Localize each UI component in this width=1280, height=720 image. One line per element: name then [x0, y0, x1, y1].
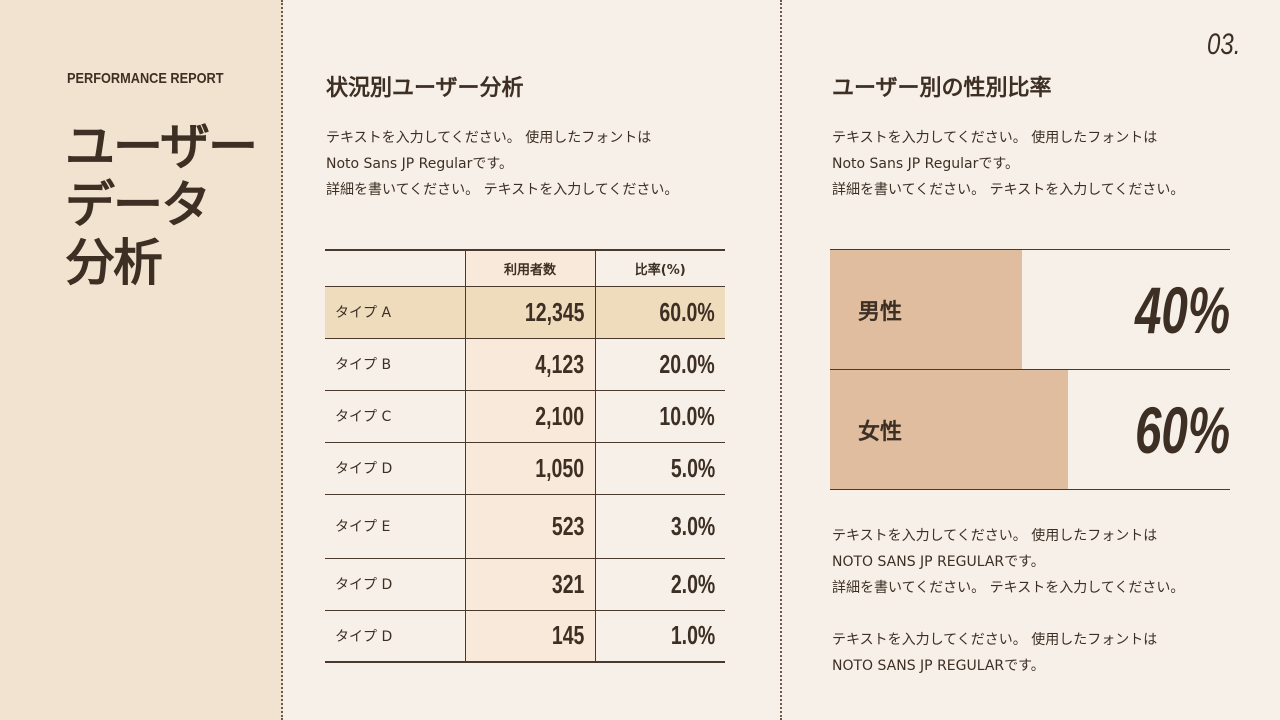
users-value: 145 [551, 620, 585, 651]
users-value: 2,100 [535, 400, 585, 431]
users-value: 1,050 [535, 452, 585, 483]
gender-row-female: 女性 60% [830, 370, 1230, 490]
ratio-cell: 2.0% [595, 558, 725, 611]
divider [780, 0, 782, 720]
users-cell: 145 [464, 610, 596, 663]
table-row: タイプ A 12,345 60.0% [325, 286, 725, 339]
bottom-text-2: テキストを入力してください。 使用したフォントは NOTO SANS JP RE… [832, 627, 1157, 679]
table-row: タイプ D 145 1.0% [325, 610, 725, 663]
users-value: 4,123 [535, 348, 585, 379]
header-cell: 比率(%) [595, 250, 725, 287]
text-line: NOTO SANS JP REGULARです。 [832, 554, 1045, 570]
ratio-value: 20.0% [659, 348, 715, 379]
type-cell: タイプ D [325, 442, 465, 495]
gender-label: 女性 [858, 420, 903, 445]
user-table: 利用者数 比率(%) タイプ A 12,345 60.0% タイプ B 4,123 20.… [325, 249, 725, 663]
ratio-value: 1.0% [670, 620, 715, 651]
table-row: タイプ B 4,123 20.0% [325, 338, 725, 391]
ratio-cell: 60.0% [595, 286, 725, 339]
section-heading: ユーザー別の性別比率 [832, 76, 1052, 101]
text-line: Noto Sans JP Regularです。 [832, 156, 1019, 172]
gender-bar [830, 250, 1022, 369]
ratio-cell: 1.0% [595, 610, 725, 663]
users-cell: 1,050 [464, 442, 596, 495]
text-line: 詳細を書いてください。 テキストを入力してください。 [832, 580, 1185, 596]
gender-row-male: 男性 40% [830, 250, 1230, 370]
users-cell: 321 [464, 558, 596, 611]
title-line: 分析 [65, 234, 163, 292]
text-line: NOTO SANS JP REGULARです。 [832, 658, 1045, 674]
type-cell: タイプ C [325, 390, 465, 443]
table-row: タイプ C 2,100 10.0% [325, 390, 725, 443]
users-value: 12,345 [524, 296, 585, 327]
text-line: 詳細を書いてください。 テキストを入力してください。 [832, 182, 1185, 198]
users-cell: 523 [464, 494, 596, 559]
page-title: ユーザー データ 分析 [65, 118, 258, 292]
ratio-value: 2.0% [670, 568, 715, 599]
section-heading: 状況別ユーザー分析 [326, 76, 524, 101]
type-cell: タイプ A [325, 286, 465, 339]
title-line: ユーザー [65, 118, 258, 176]
report-label: PERFORMANCE REPORT [67, 70, 224, 87]
table-row: タイプ D 321 2.0% [325, 558, 725, 611]
bottom-text-1: テキストを入力してください。 使用したフォントは NOTO SANS JP RE… [832, 523, 1184, 601]
ratio-value: 5.0% [670, 452, 715, 483]
ratio-cell: 10.0% [595, 390, 725, 443]
gender-value: 40% [1134, 273, 1230, 347]
header-cell: 利用者数 [464, 250, 596, 287]
description: テキストを入力してください。 使用したフォントは Noto Sans JP Re… [326, 125, 678, 203]
type-cell: タイプ B [325, 338, 465, 391]
type-cell: タイプ D [325, 558, 465, 611]
ratio-value: 60.0% [659, 296, 715, 327]
page-number: 03. [1207, 28, 1241, 61]
type-cell: タイプ E [325, 494, 465, 559]
gender-value: 60% [1134, 393, 1230, 467]
ratio-value: 3.0% [670, 510, 715, 541]
text-line: テキストを入力してください。 使用したフォントは [326, 130, 652, 146]
table-row: タイプ E 523 3.0% [325, 494, 725, 559]
users-cell: 12,345 [464, 286, 596, 339]
ratio-cell: 20.0% [595, 338, 725, 391]
description: テキストを入力してください。 使用したフォントは Noto Sans JP Re… [832, 125, 1184, 203]
type-cell: タイプ D [325, 610, 465, 663]
text-line: 詳細を書いてください。 テキストを入力してください。 [326, 182, 679, 198]
gender-top-rule [830, 249, 1230, 250]
table-header: 利用者数 比率(%) [325, 250, 725, 287]
title-line: データ [65, 176, 211, 234]
table-row: タイプ D 1,050 5.0% [325, 442, 725, 495]
users-cell: 2,100 [464, 390, 596, 443]
users-cell: 4,123 [464, 338, 596, 391]
header-cell [325, 250, 465, 287]
text-line: Noto Sans JP Regularです。 [326, 156, 513, 172]
gender-label: 男性 [858, 300, 903, 325]
text-line: テキストを入力してください。 使用したフォントは [832, 632, 1158, 648]
ratio-cell: 5.0% [595, 442, 725, 495]
gender-bar [830, 370, 1068, 489]
ratio-value: 10.0% [659, 400, 715, 431]
users-value: 523 [551, 510, 585, 541]
users-value: 321 [551, 568, 585, 599]
sidebar-panel [0, 0, 283, 720]
text-line: テキストを入力してください。 使用したフォントは [832, 130, 1158, 146]
ratio-cell: 3.0% [595, 494, 725, 559]
text-line: テキストを入力してください。 使用したフォントは [832, 528, 1158, 544]
